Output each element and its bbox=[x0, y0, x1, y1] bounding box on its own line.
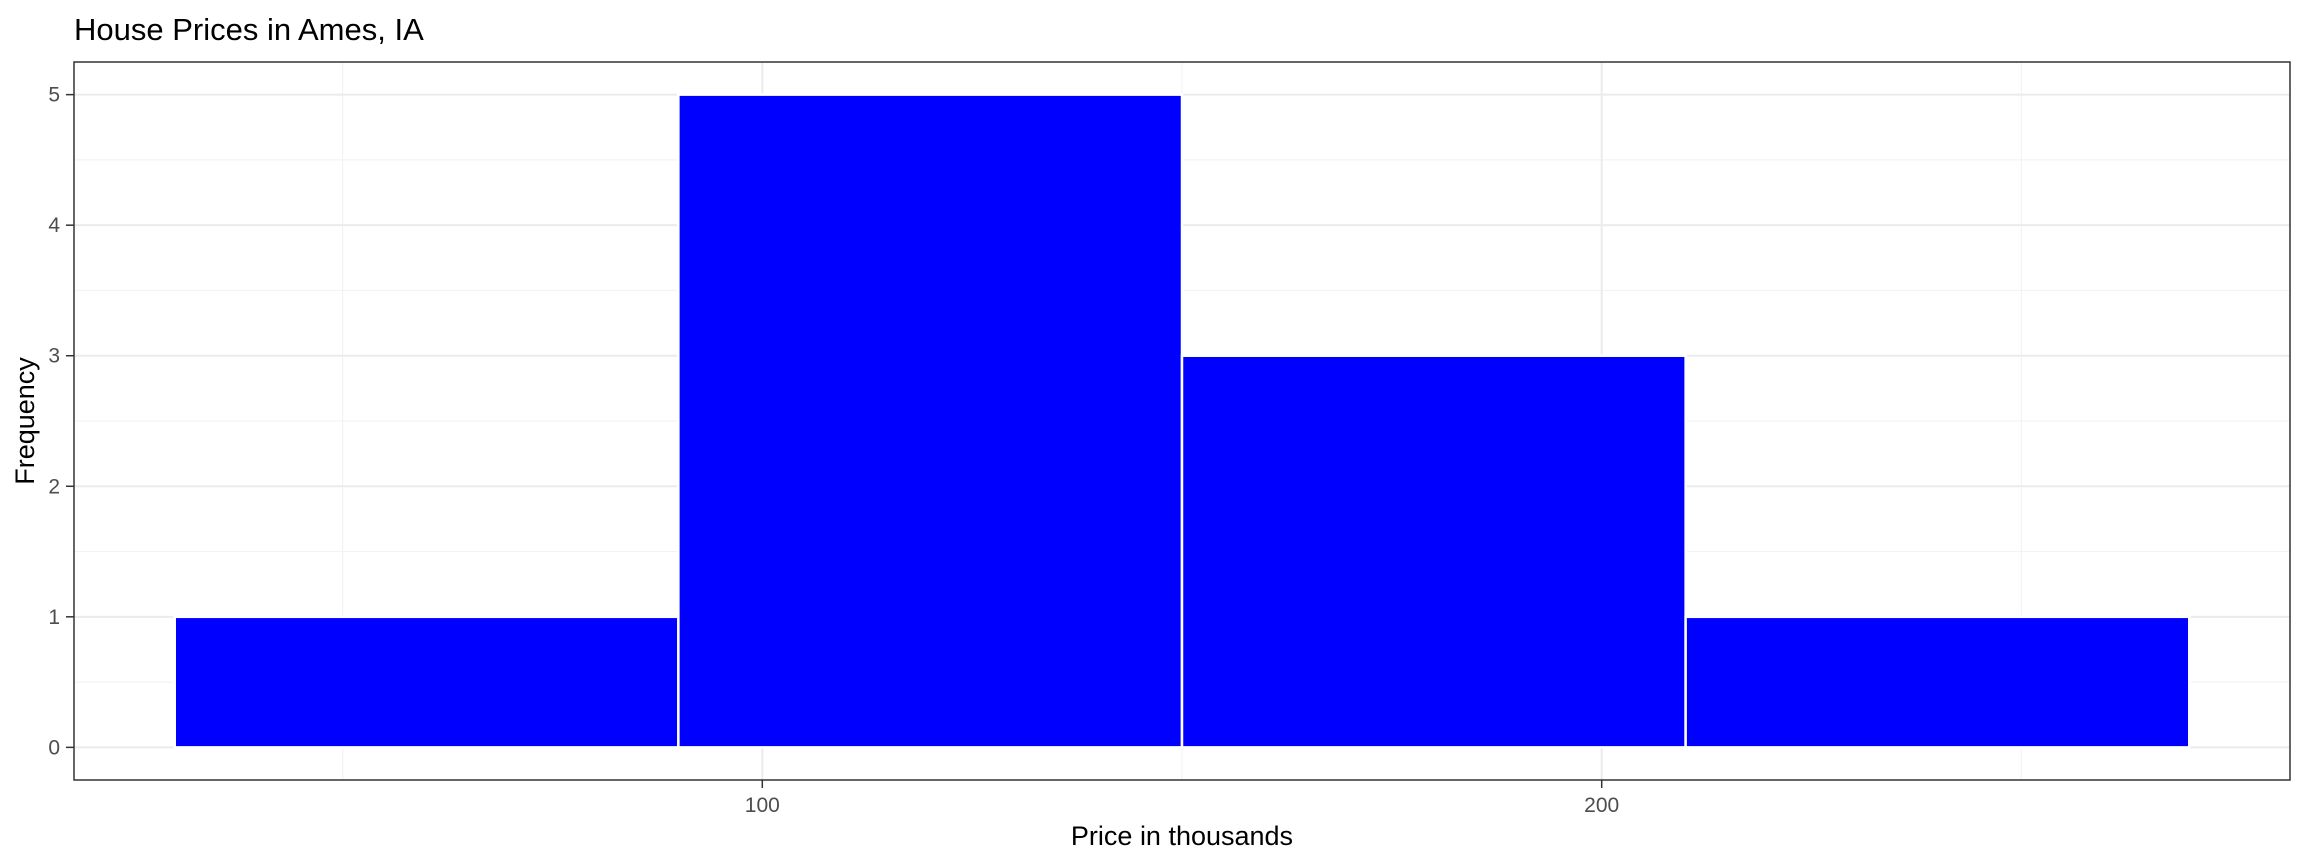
y-axis-title: Frequency bbox=[10, 357, 40, 485]
x-tick-label: 200 bbox=[1584, 794, 1619, 817]
y-tick-label: 4 bbox=[48, 214, 60, 237]
histogram-bar-2 bbox=[677, 93, 1184, 749]
y-axis: 0 1 2 3 4 5 bbox=[48, 84, 74, 759]
y-tick-label: 0 bbox=[48, 736, 60, 759]
histogram-bar-4 bbox=[1684, 615, 2191, 749]
y-tick-label: 3 bbox=[48, 345, 60, 368]
chart-title: House Prices in Ames, IA bbox=[74, 12, 424, 47]
y-tick-label: 2 bbox=[48, 475, 60, 498]
panel-border bbox=[73, 61, 2291, 781]
bars-layer bbox=[173, 93, 2191, 749]
x-axis-title: Price in thousands bbox=[1071, 821, 1293, 851]
x-axis: 100 200 bbox=[745, 780, 1619, 817]
y-tick-label: 5 bbox=[48, 84, 60, 107]
y-tick-label: 1 bbox=[48, 606, 60, 629]
x-tick-label: 100 bbox=[745, 794, 780, 817]
histogram-bar-3 bbox=[1180, 354, 1687, 749]
histogram-bar-1 bbox=[173, 615, 680, 749]
